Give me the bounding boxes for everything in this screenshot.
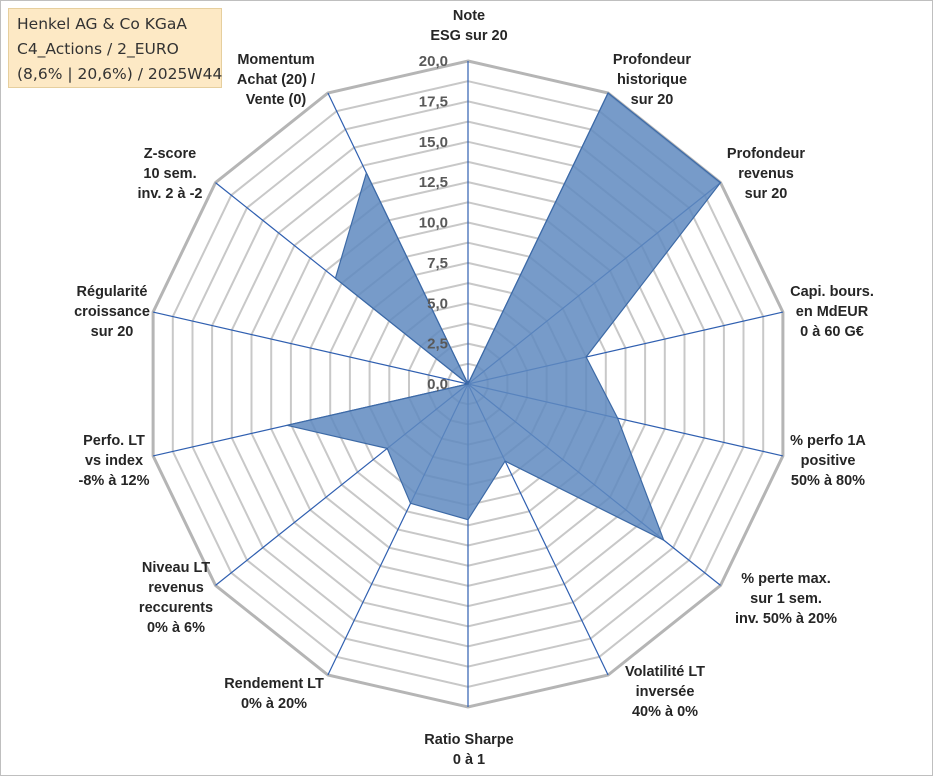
axis-label-5-line-2: inv. 50% à 20% bbox=[735, 611, 837, 627]
axis-label-13: Momentum Achat (20) / Vente (0) bbox=[237, 52, 315, 108]
axis-label-7: Ratio Sharpe 0 à 1 bbox=[424, 732, 513, 768]
spoke-11 bbox=[152, 311, 469, 385]
axis-label-8-line-0: Rendement LT bbox=[224, 676, 324, 692]
tick-label-5: 12,5 bbox=[419, 174, 448, 191]
axis-label-13-line-2: Vente (0) bbox=[246, 92, 307, 108]
axis-label-6: Volatilité LT inversée 40% à 0% bbox=[625, 664, 705, 720]
axis-label-5-line-1: sur 1 sem. bbox=[750, 591, 822, 607]
tick-label-6: 15,0 bbox=[419, 134, 448, 151]
tick-label-3: 7,5 bbox=[427, 255, 448, 272]
axis-label-12-line-1: 10 sem. bbox=[143, 166, 196, 182]
axis-label-1-line-1: historique bbox=[617, 72, 687, 88]
axis-label-5-line-0: % perte max. bbox=[741, 571, 830, 587]
axis-label-2: Profondeur revenus sur 20 bbox=[727, 146, 805, 202]
axis-label-4-line-0: % perfo 1A bbox=[790, 433, 866, 449]
axis-label-4: % perfo 1A positive 50% à 80% bbox=[790, 433, 866, 489]
axis-label-6-line-1: inversée bbox=[636, 684, 695, 700]
axis-label-9-line-2: reccurents bbox=[139, 600, 213, 616]
axis-label-3: Capi. bours. en MdEUR 0 à 60 G€ bbox=[790, 284, 874, 340]
axis-label-11-line-2: sur 20 bbox=[91, 324, 134, 340]
tick-label-4: 10,0 bbox=[419, 215, 448, 232]
tick-label-0: 0,0 bbox=[427, 376, 448, 393]
tick-label-8: 20,0 bbox=[419, 53, 448, 70]
series-area bbox=[286, 92, 722, 542]
axis-label-3-line-2: 0 à 60 G€ bbox=[800, 324, 864, 340]
tick-label-1: 2,5 bbox=[427, 336, 448, 353]
axis-label-6-line-2: 40% à 0% bbox=[632, 704, 698, 720]
title-line-category: C4_Actions / 2_EURO bbox=[17, 40, 179, 58]
axis-label-12: Z-score 10 sem. inv. 2 à -2 bbox=[137, 146, 202, 202]
radial-tick-labels: 0,0 2,5 5,0 7,5 10,0 12,5 15,0 17,5 20,0 bbox=[419, 53, 448, 393]
axis-label-10: Perfo. LT vs index -8% à 12% bbox=[79, 433, 150, 489]
axis-labels: Note ESG sur 20 Profondeur historique sur 20… bbox=[74, 8, 874, 768]
axis-label-12-line-2: inv. 2 à -2 bbox=[137, 186, 202, 202]
axis-label-0-line-0: Note bbox=[453, 8, 485, 24]
axis-label-13-line-1: Achat (20) / bbox=[237, 72, 315, 88]
axis-label-10-line-1: vs index bbox=[85, 453, 143, 469]
axis-label-9: Niveau LT revenus reccurents 0% à 6% bbox=[139, 560, 213, 636]
axis-label-2-line-0: Profondeur bbox=[727, 146, 805, 162]
title-line-period: (8,6% | 20,6%) / 2025W44 bbox=[17, 65, 223, 83]
axis-label-11: Régularité croissance sur 20 bbox=[74, 284, 150, 340]
axis-label-4-line-1: positive bbox=[801, 453, 856, 469]
axis-label-0-line-1: ESG sur 20 bbox=[430, 28, 507, 44]
chart-title-box: Henkel AG & Co KGaA C4_Actions / 2_EURO … bbox=[8, 8, 222, 88]
axis-label-10-line-0: Perfo. LT bbox=[83, 433, 145, 449]
axis-label-7-line-1: 0 à 1 bbox=[453, 752, 485, 768]
axis-label-1-line-0: Profondeur bbox=[613, 52, 691, 68]
axis-label-9-line-0: Niveau LT bbox=[142, 560, 210, 576]
axis-label-11-line-1: croissance bbox=[74, 304, 150, 320]
axis-label-10-line-2: -8% à 12% bbox=[79, 473, 150, 489]
axis-label-8: Rendement LT 0% à 20% bbox=[224, 676, 324, 712]
axis-label-1-line-2: sur 20 bbox=[631, 92, 674, 108]
axis-label-2-line-1: revenus bbox=[738, 166, 794, 182]
axis-label-9-line-3: 0% à 6% bbox=[147, 620, 205, 636]
tick-label-7: 17,5 bbox=[419, 93, 448, 110]
radar-series bbox=[286, 92, 722, 542]
axis-label-11-line-0: Régularité bbox=[77, 284, 148, 300]
axis-label-5: % perte max. sur 1 sem. inv. 50% à 20% bbox=[735, 571, 837, 627]
axis-label-12-line-0: Z-score bbox=[144, 146, 196, 162]
axis-label-13-line-0: Momentum bbox=[237, 52, 314, 68]
axis-label-2-line-2: sur 20 bbox=[745, 186, 788, 202]
title-line-company: Henkel AG & Co KGaA bbox=[17, 15, 188, 33]
axis-label-9-line-1: revenus bbox=[148, 580, 204, 596]
axis-label-3-line-1: en MdEUR bbox=[796, 304, 869, 320]
axis-label-7-line-0: Ratio Sharpe bbox=[424, 732, 513, 748]
axis-label-4-line-2: 50% à 80% bbox=[791, 473, 865, 489]
axis-label-6-line-0: Volatilité LT bbox=[625, 664, 705, 680]
axis-label-8-line-1: 0% à 20% bbox=[241, 696, 307, 712]
tick-label-2: 5,0 bbox=[427, 295, 448, 312]
axis-label-1: Profondeur historique sur 20 bbox=[613, 52, 691, 108]
axis-label-3-line-0: Capi. bours. bbox=[790, 284, 874, 300]
axis-label-0: Note ESG sur 20 bbox=[430, 8, 507, 44]
